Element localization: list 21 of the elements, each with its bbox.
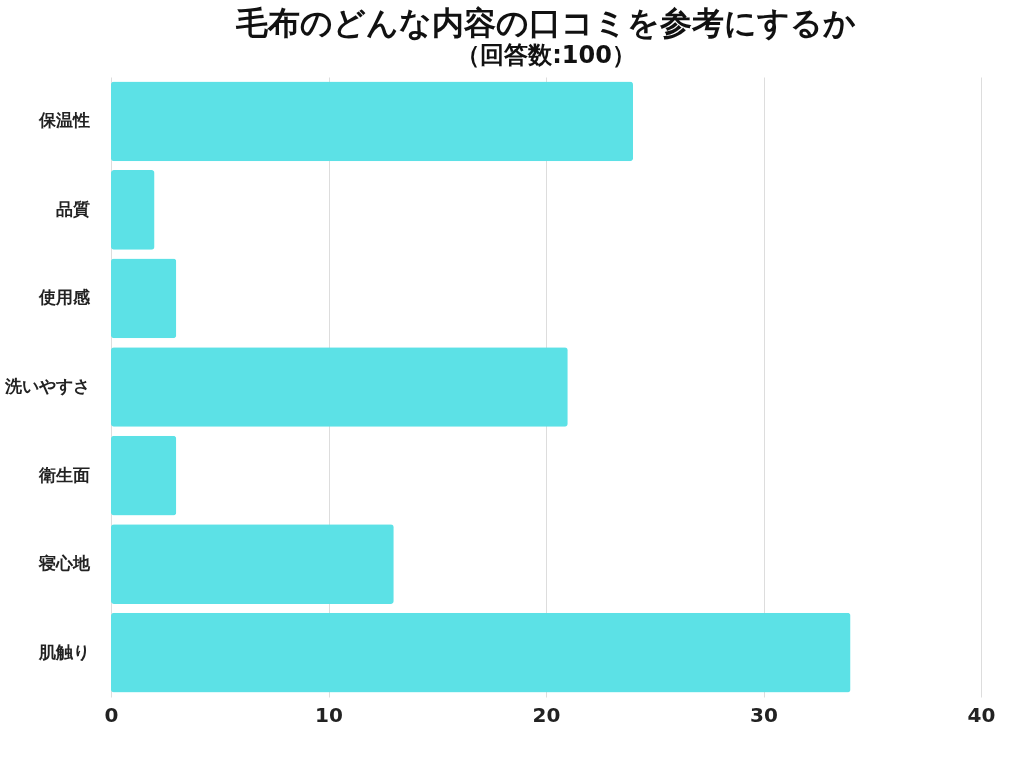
bar (111, 524, 394, 604)
bar (111, 170, 155, 250)
y-tick-label: 洗いやすさ (3, 376, 90, 396)
y-tick-label: 品質 (55, 198, 90, 219)
bar (111, 258, 177, 339)
x-tick-label: 20 (532, 702, 561, 727)
chart-title: 毛布のどんな内容の口コミを参考にするか (235, 4, 856, 42)
y-tick-label: 肌触り (37, 641, 90, 662)
bar (111, 81, 633, 162)
y-tick-label: 衛生面 (37, 464, 90, 485)
x-tick-label: 40 (967, 702, 996, 727)
x-tick-label: 10 (315, 702, 343, 727)
chart-subtitle: （回答数:100） (456, 41, 636, 69)
x-tick-label: 30 (750, 702, 778, 727)
bar (111, 612, 851, 693)
y-tick-label: 寝心地 (37, 553, 91, 574)
bar (111, 347, 568, 427)
y-tick-label: 保温性 (37, 110, 90, 131)
bar (111, 435, 177, 516)
y-tick-label: 使用感 (37, 287, 91, 308)
x-tick-label: 0 (104, 702, 119, 727)
